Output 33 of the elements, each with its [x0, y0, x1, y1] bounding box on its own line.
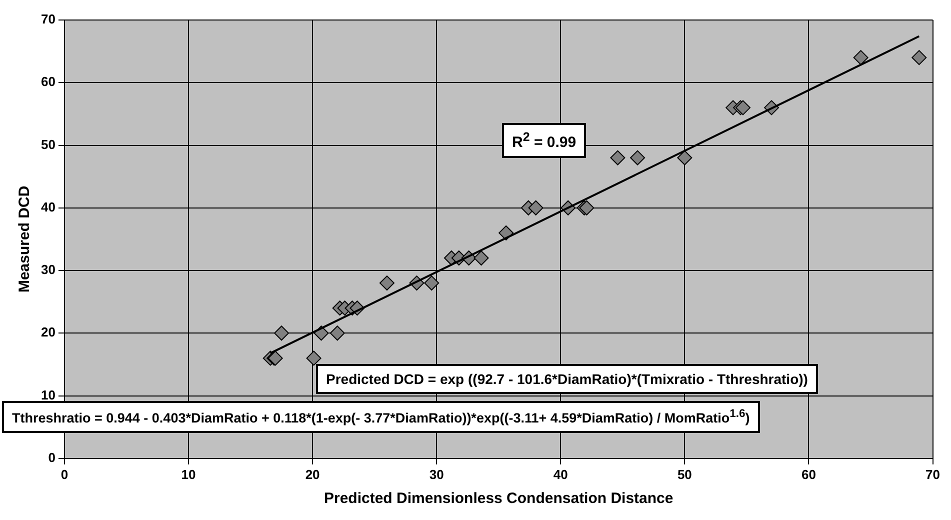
x-tick-label: 0 [60, 466, 68, 482]
x-tick-label: 60 [801, 466, 816, 482]
point [610, 150, 626, 166]
point [912, 50, 927, 66]
x-tick-label: 40 [553, 466, 568, 482]
y-tick-label: 40 [40, 199, 56, 214]
point [677, 150, 692, 166]
y-tick-label: 50 [40, 136, 56, 152]
y-tick-label: 30 [40, 262, 56, 278]
point [853, 50, 868, 66]
y-tick-label: 20 [40, 324, 56, 340]
x-tick-label: 30 [429, 466, 444, 482]
point [630, 150, 646, 166]
x-tick-label: 10 [181, 466, 196, 482]
point [330, 326, 345, 341]
y-tick-label: 60 [40, 74, 56, 90]
annotation: Tthreshratio = 0.944 - 0.403*DiamRatio + 0.118*(1-exp(- 3.77*DiamRatio))*exp((-3.11+ 4.59*DiamRatio) / MomRatio$^{1.6}$) [2, 401, 760, 432]
point [306, 350, 322, 366]
point [424, 276, 440, 291]
point [274, 326, 290, 341]
annotation: Predicted DCD = exp ((92.7 - 101.6*DiamRatio)*(Tmixratio - Tthreshratio)) [316, 364, 818, 394]
x-tick-label: 50 [677, 466, 692, 482]
y-tick-label: 10 [40, 387, 56, 402]
y-tick-label: 70 [40, 12, 56, 27]
x-axis-title: Predicted Dimensionless Condensation Distance [324, 490, 674, 508]
x-tick-label: 20 [305, 466, 320, 482]
point [379, 276, 394, 291]
annotation: R$^{2}$ = 0.99 [502, 123, 586, 158]
x-tick-label: 70 [926, 466, 940, 482]
y-tick-label: 0 [48, 450, 56, 465]
point [528, 200, 544, 216]
point [474, 250, 489, 266]
y-axis-title: Measured DCD [16, 186, 34, 293]
